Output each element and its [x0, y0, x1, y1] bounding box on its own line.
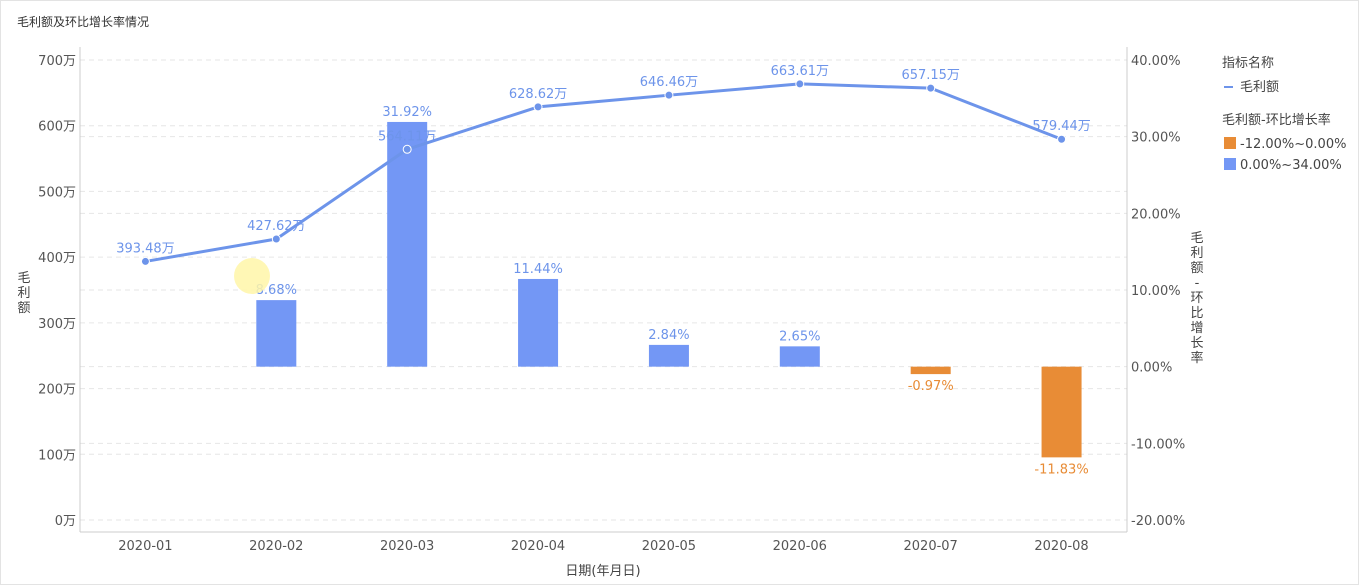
bar-growth-rate [648, 344, 689, 367]
bar-data-label: -0.97% [908, 379, 954, 394]
line-point [271, 234, 281, 244]
x-tick-label: 2020-03 [380, 539, 434, 554]
axis-title-char: 比 [1190, 306, 1203, 321]
line-point [402, 144, 412, 154]
axis-title-char: - [1195, 276, 1200, 291]
y-left-tick-label: 300万 [38, 317, 76, 332]
x-tick-label: 2020-07 [904, 539, 958, 554]
y-left-tick-label: 500万 [38, 185, 76, 200]
line-data-label: 564.11万 [378, 129, 437, 144]
axis-title-char: 额 [1190, 261, 1203, 276]
axis-title-char: 增 [1190, 321, 1203, 336]
y-left-tick-label: 0万 [55, 514, 76, 529]
y-right-tick-label: 20.00% [1131, 207, 1181, 222]
line-point [795, 79, 805, 89]
x-tick-label: 2020-08 [1034, 539, 1088, 554]
legend-item-positive-range[interactable]: 0.00%~34.00% [1240, 158, 1342, 173]
y-right-tick-label: -10.00% [1131, 437, 1185, 452]
y-axis-left-title: 毛利额 [17, 271, 30, 316]
line-data-label: 657.15万 [901, 68, 960, 83]
x-tick-label: 2020-04 [511, 539, 565, 554]
bar-growth-rate [910, 366, 951, 375]
bar-data-label: -11.83% [1034, 462, 1088, 477]
bar-growth-rate [387, 121, 428, 367]
grid-layer [80, 59, 1127, 521]
legend-swatch-positive [1224, 158, 1236, 170]
axis-title-char: 环 [1190, 291, 1203, 306]
axis-title-char: 利 [1190, 246, 1203, 261]
y-left-tick-label: 200万 [38, 383, 76, 398]
line-data-label: 427.62万 [247, 219, 306, 234]
chart-title: 毛利额及环比增长率情况 [17, 15, 150, 29]
y-right-tick-label: 30.00% [1131, 131, 1181, 146]
cursor-highlight [234, 258, 270, 294]
bar-growth-rate [779, 346, 820, 367]
line-point [533, 102, 543, 112]
axis-title-char: 毛 [17, 271, 30, 286]
line-point [140, 256, 150, 266]
axis-title-char: 额 [17, 301, 30, 316]
bar-data-label: 2.84% [648, 328, 689, 343]
bar-data-label: 31.92% [382, 105, 432, 120]
legend-group1-title: 指标名称 [1222, 55, 1274, 71]
y-right-tick-label: -20.00% [1131, 514, 1185, 529]
y-left-tick-label: 400万 [38, 251, 76, 266]
line-point [664, 90, 674, 100]
line-layer [140, 79, 1067, 266]
x-axis-title: 日期(年月日) [565, 564, 640, 579]
y-right-tick-label: 10.00% [1131, 284, 1181, 299]
bar-layer [256, 121, 1082, 458]
legend: 指标名称 毛利额 毛利额-环比增长率 -12.00%~0.00% 0.00%~3… [1222, 55, 1346, 173]
y-left-tick-label: 600万 [38, 120, 76, 135]
y-axis-right-title: 毛利额-环比增长率 [1190, 231, 1203, 366]
bar-growth-rate [256, 300, 297, 367]
line-data-label: 579.44万 [1032, 119, 1091, 134]
x-tick-label: 2020-01 [118, 539, 172, 554]
axis-layer: 0万 100万 200万 300万 400万 500万 600万 700万 -20.00% -10… [38, 47, 1185, 554]
x-tick-label: 2020-05 [642, 539, 696, 554]
line-point [1057, 134, 1067, 144]
y-right-tick-label: 40.00% [1131, 54, 1181, 69]
axis-title-char: 毛 [1190, 231, 1203, 246]
y-left-tick-label: 700万 [38, 54, 76, 69]
line-data-label: 663.61万 [771, 64, 830, 79]
line-gross-profit [145, 82, 1063, 263]
x-tick-label: 2020-02 [249, 539, 303, 554]
bar-growth-rate [518, 278, 559, 367]
bar-growth-rate [1041, 366, 1082, 458]
line-data-label: 646.46万 [640, 75, 699, 90]
axis-title-char: 率 [1190, 350, 1203, 366]
line-data-label: 628.62万 [509, 87, 568, 102]
axis-title-char: 利 [17, 286, 30, 301]
y-left-tick-label: 100万 [38, 448, 76, 463]
line-point [926, 83, 936, 93]
legend-item-gross-profit[interactable]: 毛利额 [1240, 80, 1279, 95]
legend-swatch-negative [1224, 137, 1236, 149]
y-right-tick-label: 0.00% [1131, 361, 1172, 376]
legend-group2-title: 毛利额-环比增长率 [1222, 112, 1331, 128]
bar-data-label: 11.44% [513, 262, 563, 277]
bar-data-label: 2.65% [779, 329, 820, 344]
line-data-label: 393.48万 [116, 241, 175, 256]
label-layer: 8.68%31.92%11.44%2.84% 2.65%-0.97%-11.83%… [116, 64, 1091, 477]
axis-title-char: 长 [1190, 336, 1203, 351]
legend-item-negative-range[interactable]: -12.00%~0.00% [1240, 137, 1346, 152]
x-tick-label: 2020-06 [773, 539, 827, 554]
